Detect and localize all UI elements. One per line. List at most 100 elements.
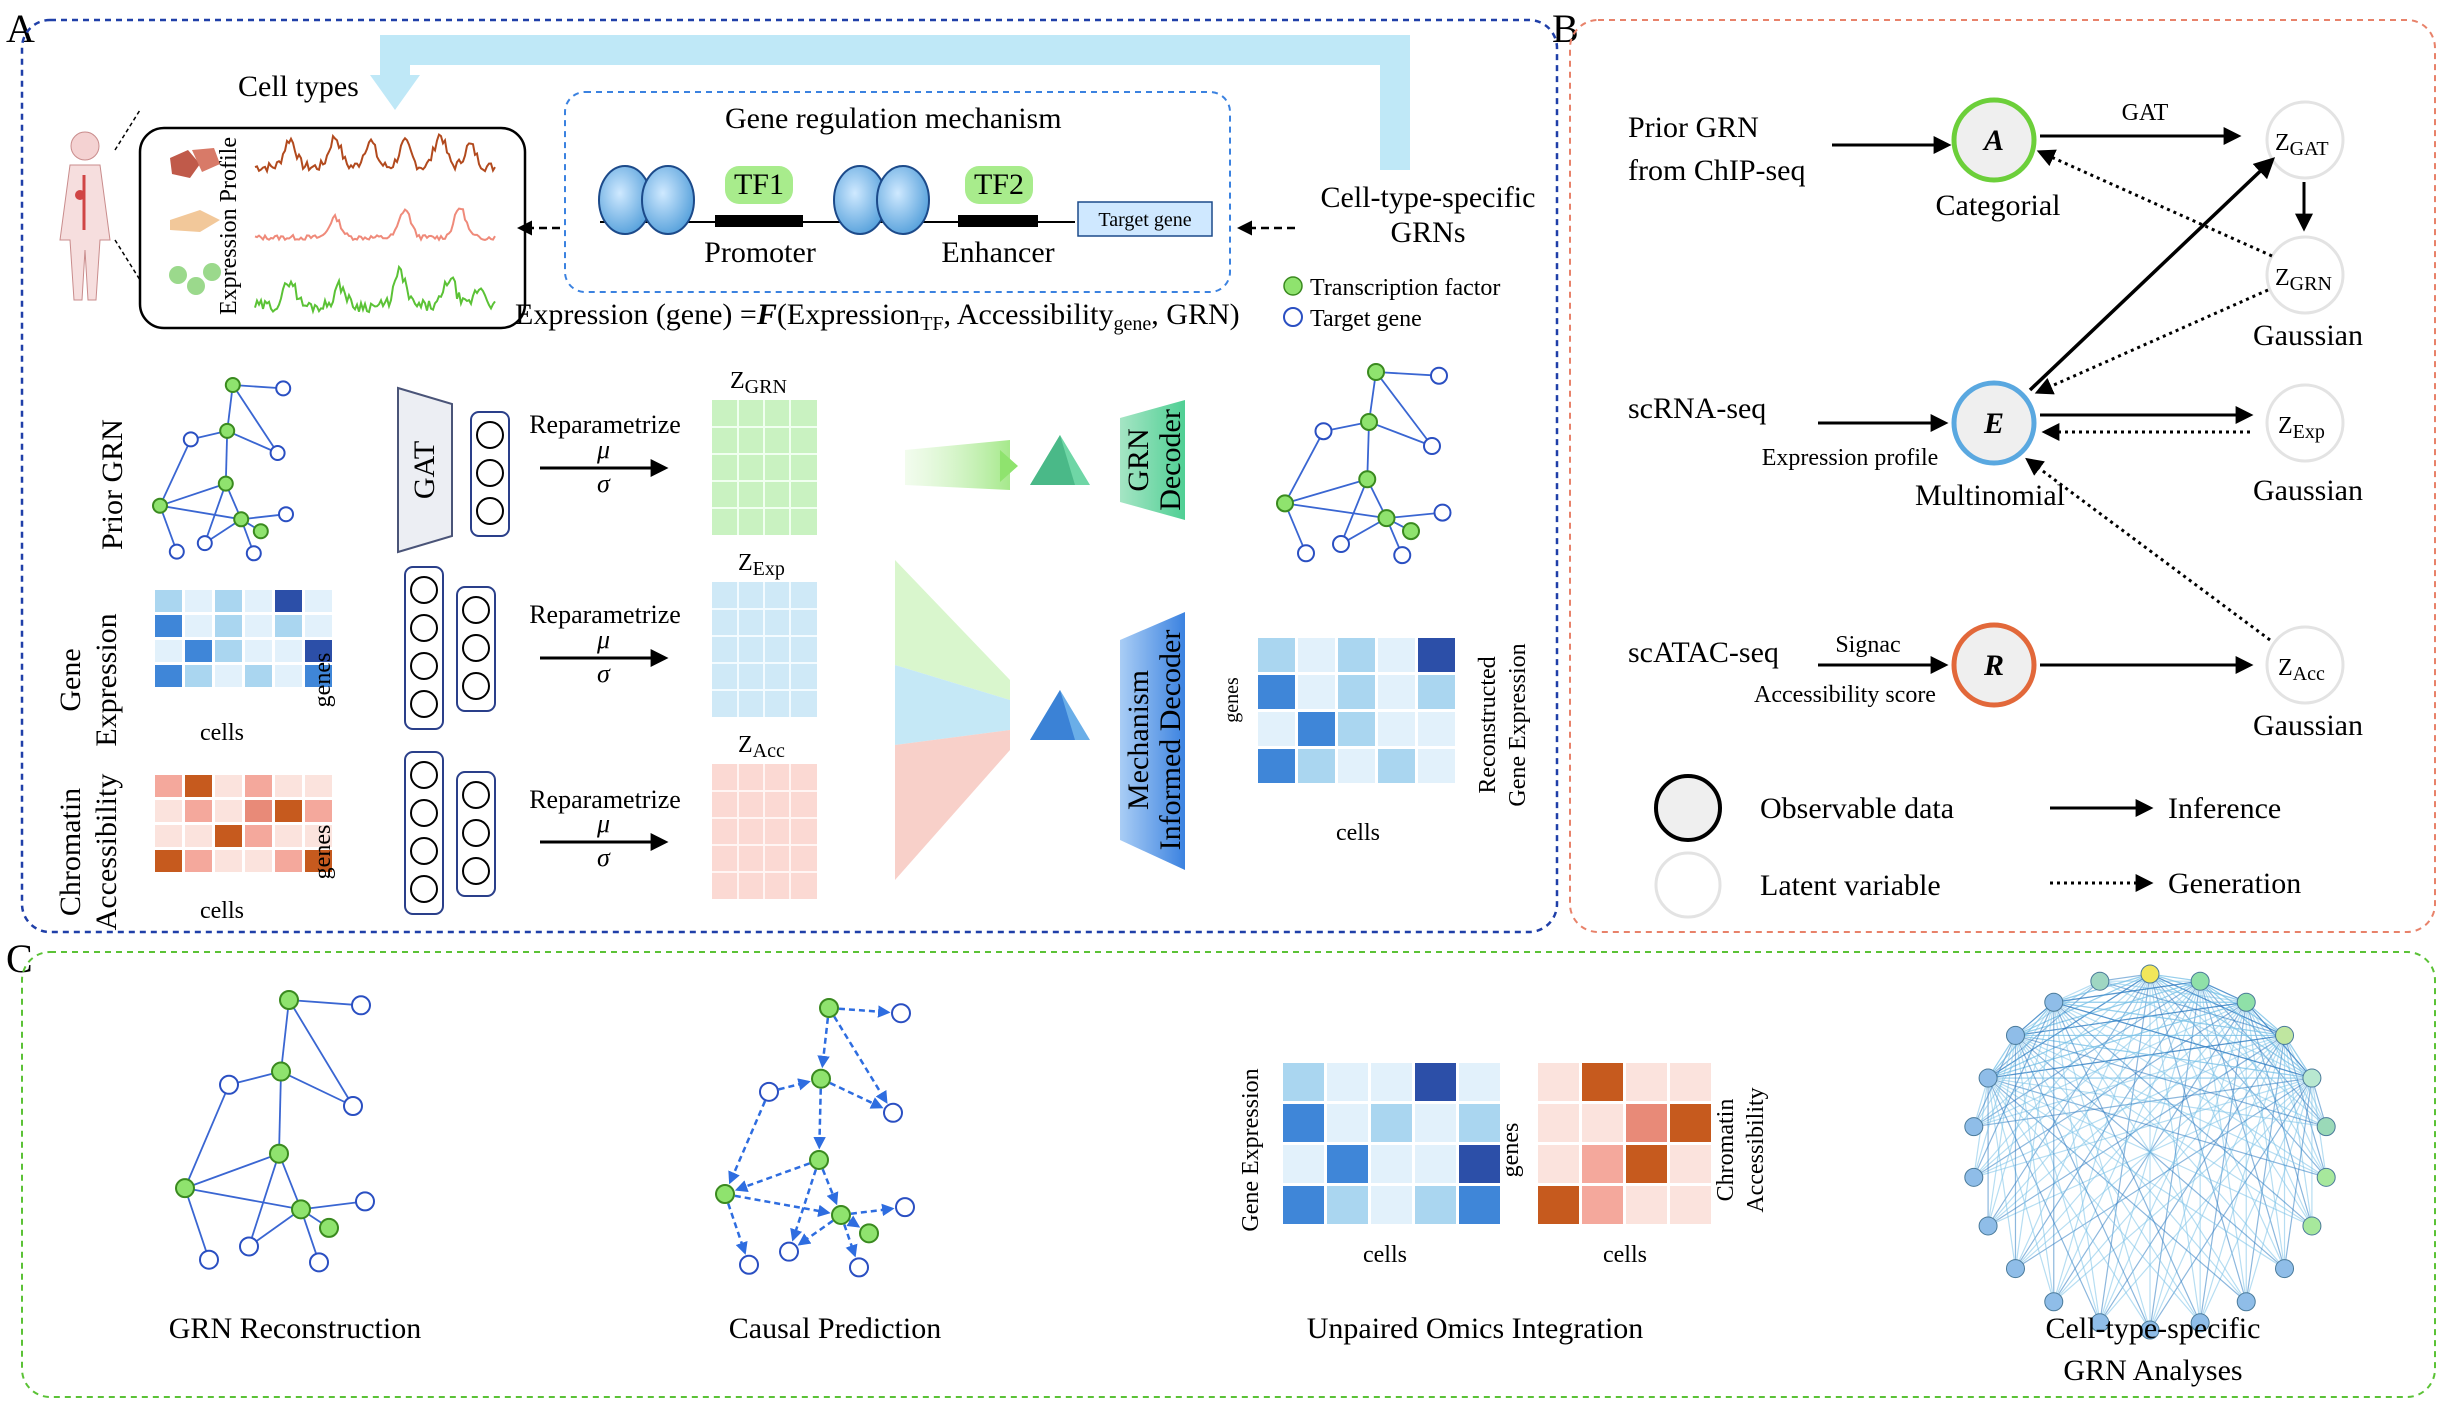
formula-end: , GRN) [1151,298,1239,331]
circle-network-node [2236,1292,2256,1312]
row-label-chrom-1: Chromatin [54,788,87,916]
circle-network-edge [2014,1035,2151,1331]
legend-generation-label: Generation [2168,867,2301,900]
heatmap-cell [215,775,242,797]
z-exp-sub: Exp [753,558,785,580]
z-grn-grid [712,400,817,535]
heatmap-cell [1538,1145,1579,1183]
panel-c-letter: C [6,936,33,981]
network-edge [1368,421,1433,447]
heatmap-cell [155,640,182,662]
row-label-gene-1: Gene [54,648,87,711]
target-node [182,431,199,448]
row-label-prior-grn: Prior GRN [96,419,129,550]
network-edge [1340,478,1369,545]
heatmap-cell [1582,1063,1623,1101]
tf-node [175,1178,195,1199]
network-edge [813,1078,826,1150]
prior-grn-network [152,377,294,562]
z-acc-sub: Acc [753,740,785,762]
tf-node [319,1217,339,1238]
heatmap-cell [1283,1104,1324,1142]
node-e-label: E [1983,407,2004,440]
heatmap-cell [245,590,272,612]
network-edge [1386,511,1443,520]
z-gat-sub: GAT [2290,138,2329,160]
heatmap-cell [1258,675,1295,709]
mu-3: μ [596,809,610,838]
heatmap-cell [1670,1186,1711,1224]
network-edge [159,439,192,507]
grn-decoder-label-2: Decoder [1154,409,1187,511]
cell-type-grn-circle-network [1964,964,2336,1340]
circle-network-node [2090,1313,2110,1333]
network-edge [300,1200,366,1211]
legend-latent-label: Latent variable [1760,869,1941,902]
heatmap-cell [1418,675,1455,709]
heatmap-cell [215,850,242,872]
z-grn-b-sub: GRN [2290,273,2332,295]
gat-edge-label: GAT [2122,100,2169,126]
circle-network-edge [2015,1034,2327,1128]
circle-network-edge [2149,1077,2313,1331]
circle-network-node [2044,1292,2064,1312]
gene-heatmap-genes-label: genes [310,653,336,708]
heatmap-cell [1338,638,1375,672]
heatmap-cell [155,825,182,847]
enhancer-label: Enhancer [941,236,1054,269]
promoter-block [715,215,803,227]
mech-decoder-label-1: Mechanism [1122,670,1155,810]
heatmap-cell [1327,1104,1368,1142]
target-node [1433,503,1452,522]
zoom-lines [114,109,141,281]
cell-types-feedback-arrow [380,35,1410,170]
reparam-label-1: Reparametrize [529,410,681,439]
expression-encoder-neurons [404,566,496,730]
network-edge [280,1070,354,1107]
circle-network-edge [2053,1001,2327,1128]
circle-network-edge [2245,1001,2327,1127]
formula-prefix: Expression (gene) = [515,298,757,331]
heatmap-cell [1670,1063,1711,1101]
circle-network-node [2140,964,2160,984]
heatmap-cell [185,850,212,872]
circle-network-edge [2245,1002,2286,1269]
flow-green [905,440,1010,490]
formula-f: F [756,298,777,331]
target-node [739,1254,759,1275]
target-node [355,1191,375,1212]
expression-signal-2 [254,207,496,242]
neuron [410,576,438,604]
neuron [462,634,490,662]
target-node [168,543,185,560]
target-node [1423,437,1441,455]
neuron-layer [404,751,444,915]
circle-network-edge [2053,1002,2101,1323]
heatmap-cell [1415,1145,1456,1183]
heatmap-cell [1538,1104,1579,1142]
heatmap-cell [305,640,332,662]
heatmap-cell [155,850,182,872]
formula-open: (Expression [777,298,920,331]
z-acc-b-sub: Acc [2293,663,2325,685]
z-exp-b-sub: Exp [2293,421,2325,443]
network-edge [840,1203,895,1217]
heatmap-cell [155,800,182,822]
network-edge [184,1187,302,1211]
sigma-2: σ [597,659,611,688]
circle-network-node [2190,971,2210,991]
c-cells-label-1: cells [1363,1242,1407,1268]
target-node [239,1236,259,1257]
circle-network-edge [2199,980,2313,1079]
heatmap-cell [155,665,182,687]
network-edge [159,504,242,521]
network-edge [203,483,227,544]
network-edge [1375,371,1440,377]
heatmap-cell [245,615,272,637]
heatmap-cell [305,800,332,822]
circle-network-edge [2053,1002,2201,1324]
network-edge [1284,503,1307,554]
z-grn-b-label: ZGRN [2275,265,2332,295]
circle-network-edge [2015,1034,2312,1079]
panel-c: C GRN Reconstruction Causal Prediction G… [6,936,2436,1398]
